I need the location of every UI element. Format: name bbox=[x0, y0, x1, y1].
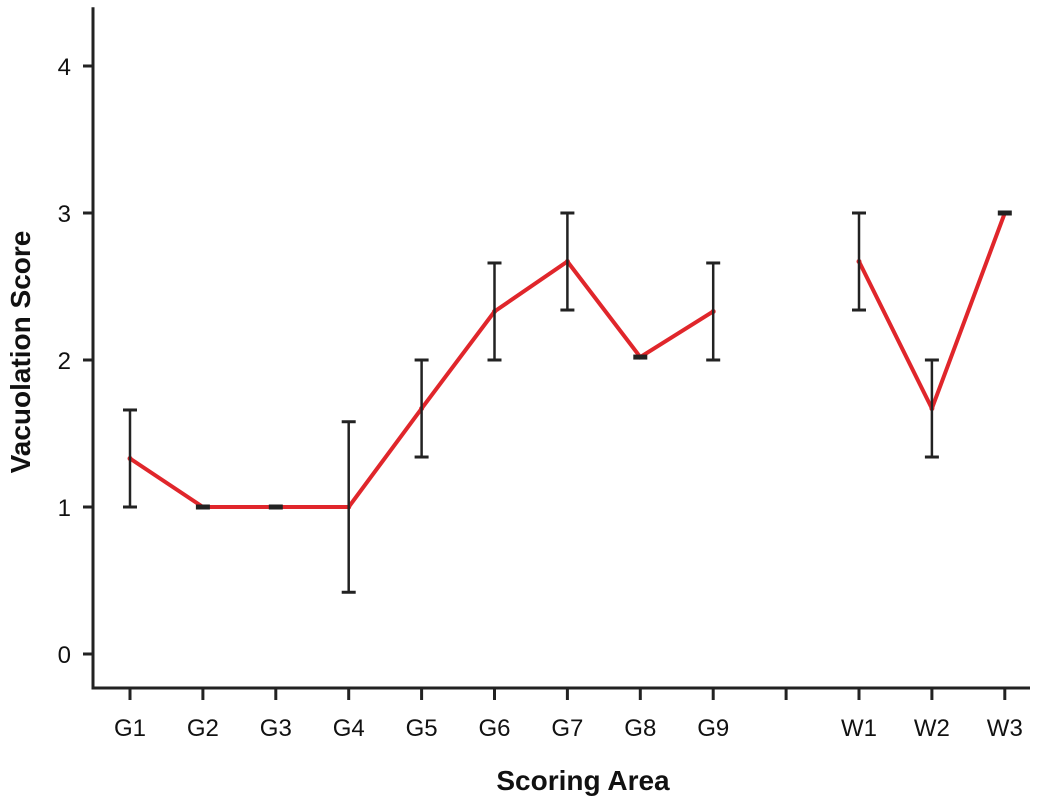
x-tick-label-g2: G2 bbox=[187, 715, 219, 742]
error-bar-g4 bbox=[341, 420, 356, 594]
x-tick-label-g6: G6 bbox=[478, 715, 510, 742]
y-tick-label-0: 0 bbox=[58, 642, 71, 669]
x-axis-title: Scoring Area bbox=[496, 765, 670, 796]
x-tick-label-g3: G3 bbox=[260, 715, 292, 742]
x-tick-label-w3: W3 bbox=[987, 715, 1023, 742]
error-bar-w2 bbox=[924, 358, 939, 459]
error-bar-g9 bbox=[706, 261, 721, 362]
error-bars bbox=[123, 210, 1012, 594]
error-bar-g6 bbox=[487, 261, 502, 362]
y-tick-label-3: 3 bbox=[58, 201, 71, 228]
x-tick-label-g1: G1 bbox=[114, 715, 146, 742]
error-bar-w1 bbox=[852, 211, 866, 312]
y-tick-label-4: 4 bbox=[58, 54, 71, 81]
x-tick-label-g4: G4 bbox=[333, 715, 365, 742]
error-bar-g1 bbox=[123, 408, 137, 509]
x-tick-label-g9: G9 bbox=[697, 715, 729, 742]
error-bar-g5 bbox=[414, 358, 429, 459]
axes bbox=[91, 7, 1030, 690]
x-tick-label-g5: G5 bbox=[406, 715, 438, 742]
x-tick-label-g7: G7 bbox=[551, 715, 583, 742]
y-tick-label-1: 1 bbox=[58, 495, 71, 522]
error-bar-g7 bbox=[560, 211, 575, 312]
x-tick-label-g8: G8 bbox=[624, 715, 656, 742]
x-tick-label-w2: W2 bbox=[914, 715, 950, 742]
y-tick-label-2: 2 bbox=[58, 348, 71, 375]
x-tick-label-w1: W1 bbox=[841, 715, 877, 742]
x-axis-ticks: G1 G2 G3 G4 G5 G6 G7 G8 G9 W1 W2 W3 bbox=[114, 688, 1023, 742]
y-axis-title: Vacuolation Score bbox=[5, 231, 36, 474]
y-axis-ticks: 0 1 2 3 4 bbox=[58, 54, 93, 669]
